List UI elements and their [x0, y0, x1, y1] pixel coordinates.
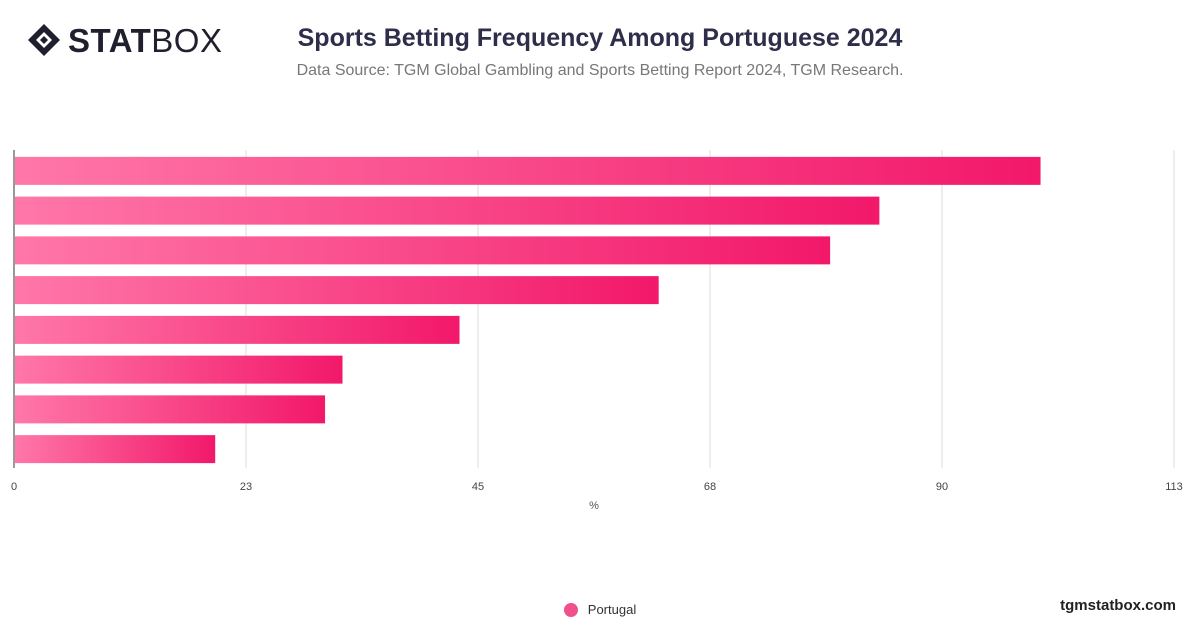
logo-light-text: BOX — [151, 21, 223, 59]
legend-label-portugal: Portugal — [587, 602, 637, 617]
site-url: tgmstatbox.com — [1060, 597, 1176, 614]
x-tick-label: 45 — [472, 481, 484, 493]
x-tick-label: 0 — [11, 481, 17, 493]
bar-portugal-5[interactable] — [15, 315, 460, 344]
bar-portugal-1[interactable] — [15, 156, 1041, 185]
bar-portugal-2[interactable] — [15, 196, 880, 225]
bar-portugal-8[interactable] — [15, 435, 216, 464]
bar-portugal-6[interactable] — [15, 355, 343, 384]
statbox-logo: STATBOX — [26, 22, 222, 58]
x-axis-label: % — [589, 500, 599, 512]
bar-portugal-3[interactable] — [15, 236, 831, 265]
logo-wordmark: STATBOX — [68, 24, 222, 57]
diamond-logo-icon — [28, 24, 60, 56]
x-tick-label: 90 — [936, 481, 948, 493]
chart-subtitle: Data Source: TGM Global Gambling and Spo… — [296, 62, 904, 79]
legend-marker-portugal — [563, 602, 578, 617]
x-tick-label: 68 — [704, 481, 716, 493]
chart-title: Sports Betting Frequency Among Portugues… — [297, 24, 903, 52]
logo-bold-text: STAT — [68, 21, 152, 59]
x-tick-label: 23 — [240, 481, 252, 493]
bar-portugal-7[interactable] — [15, 395, 326, 424]
chart-legend: Portugal — [0, 602, 1200, 617]
x-tick-label: 113 — [1165, 481, 1183, 493]
bar-portugal-4[interactable] — [15, 276, 659, 305]
